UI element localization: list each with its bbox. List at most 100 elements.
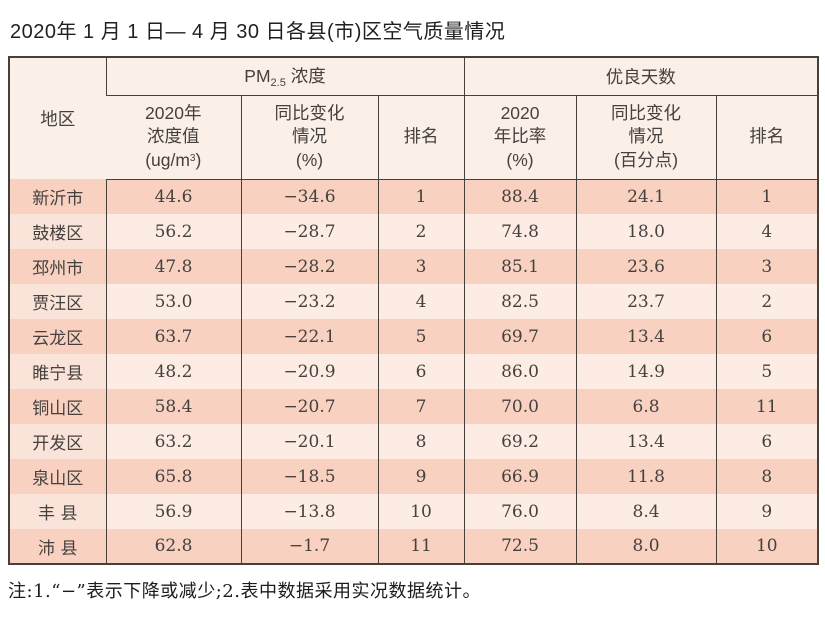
good-rank-cell: 6 [715,319,819,354]
pm-rank-cell: 11 [377,529,465,564]
good-ratio-cell: 70.0 [463,389,577,424]
good-ratio-cell: 74.8 [463,214,577,249]
region-cell: 云龙区 [9,319,106,354]
good-change-cell: 13.4 [575,319,717,354]
pm-rank-cell: 2 [377,214,465,249]
pm-value-cell: 65.8 [105,459,241,494]
table-header: 地区 PM2.5 浓度 优良天数 2020年 浓度值 (ug/m3) 同比变化 … [9,57,819,180]
table-row: 鼓楼区 56.2 −28.7 2 74.8 18.0 4 [9,214,819,249]
pm-change-cell: −34.6 [240,179,378,214]
good-rank-cell: 2 [715,284,819,319]
good-ratio-cell: 82.5 [463,284,577,319]
good-change-cell: 24.1 [575,179,717,214]
good-rank-cell: 1 [715,179,819,214]
good-rank-cell: 3 [715,249,819,284]
good-ratio-cell: 86.0 [463,354,577,389]
pm-value-cell: 47.8 [105,249,241,284]
pm-rank-cell: 1 [377,179,465,214]
pm-rank-cell: 9 [377,459,465,494]
good-ratio-cell: 69.2 [463,424,577,459]
good-ratio-cell: 72.5 [463,529,577,564]
good-change-header-line1: 同比变化 [611,103,682,124]
region-cell: 新沂市 [9,179,106,214]
pm-change-header: 同比变化 情况 (%) [240,95,378,180]
good-rank-cell: 4 [715,214,819,249]
good-rank-cell: 10 [715,529,819,564]
pm25-label-post: 浓度 [285,66,326,87]
pm-rank-cell: 8 [377,424,465,459]
pm-change-cell: −28.2 [240,249,378,284]
good-rank-cell: 9 [715,494,819,529]
good-change-cell: 23.6 [575,249,717,284]
pm25-group-header: PM2.5 浓度 [105,57,465,96]
pm-rank-cell: 10 [377,494,465,529]
pm-change-header-line1: 同比变化 [274,103,345,124]
pm-change-header-line3: (%) [295,149,324,170]
pm-rank-header: 排名 [377,95,465,180]
good-change-cell: 8.4 [575,494,717,529]
pm-change-cell: −28.7 [240,214,378,249]
pm-value-unit-sup: 3 [189,152,196,164]
pm-change-cell: −13.8 [240,494,378,529]
good-rank-cell: 8 [715,459,819,494]
region-cell: 泉山区 [9,459,106,494]
region-cell: 丰 县 [9,494,106,529]
pm-value-cell: 58.4 [105,389,241,424]
pm-change-cell: −23.2 [240,284,378,319]
pm-value-header-line1: 2020年 [145,103,202,124]
good-ratio-header-line2: 年比率 [493,126,547,147]
good-days-group-header: 优良天数 [463,57,819,96]
pm-value-unit-post: ) [195,149,202,170]
pm-value-unit-pre: (ug/m [145,149,190,170]
table-row: 沛 县 62.8 −1.7 11 72.5 8.0 10 [9,529,819,564]
pm-value-cell: 63.2 [105,424,241,459]
pm-change-cell: −18.5 [240,459,378,494]
pm-rank-cell: 7 [377,389,465,424]
good-rank-cell: 11 [715,389,819,424]
region-cell: 贾汪区 [9,284,106,319]
pm-value-cell: 53.0 [105,284,241,319]
good-ratio-cell: 69.7 [463,319,577,354]
region-cell: 沛 县 [9,529,106,564]
pm-change-cell: −22.1 [240,319,378,354]
pm-value-cell: 44.6 [105,179,241,214]
region-cell: 开发区 [9,424,106,459]
good-ratio-header-line1: 2020 [500,103,540,124]
pm25-label-pre: PM [244,66,271,87]
table-row: 邳州市 47.8 −28.2 3 85.1 23.6 3 [9,249,819,284]
good-change-cell: 14.9 [575,354,717,389]
table-body: 新沂市 44.6 −34.6 1 88.4 24.1 1 鼓楼区 56.2 −2… [9,179,819,564]
good-change-header: 同比变化 情况 (百分点) [575,95,717,180]
good-ratio-header-line3: (%) [506,149,534,170]
good-ratio-header: 2020 年比率 (%) [463,95,577,180]
pm-change-header-line2: 情况 [292,126,327,147]
pm-value-cell: 56.9 [105,494,241,529]
pm-value-cell: 48.2 [105,354,241,389]
pm-change-cell: −20.9 [240,354,378,389]
good-change-cell: 13.4 [575,424,717,459]
good-rank-header: 排名 [715,95,819,180]
good-ratio-cell: 85.1 [463,249,577,284]
region-cell: 睢宁县 [9,354,106,389]
pm-value-cell: 56.2 [105,214,241,249]
sub-header-row: 2020年 浓度值 (ug/m3) 同比变化 情况 (%) 排名 2020 年比… [9,95,819,180]
group-header-row: 地区 PM2.5 浓度 优良天数 [9,57,819,179]
pm-change-cell: −20.7 [240,389,378,424]
good-ratio-cell: 66.9 [463,459,577,494]
good-change-cell: 11.8 [575,459,717,494]
table-row: 睢宁县 48.2 −20.9 6 86.0 14.9 5 [9,354,819,389]
good-ratio-cell: 88.4 [463,179,577,214]
table-row: 泉山区 65.8 −18.5 9 66.9 11.8 8 [9,459,819,494]
region-column-header: 地区 [9,57,106,179]
table-row: 贾汪区 53.0 −23.2 4 82.5 23.7 2 [9,284,819,319]
good-change-cell: 6.8 [575,389,717,424]
table-row: 云龙区 63.7 −22.1 5 69.7 13.4 6 [9,319,819,354]
pm-rank-cell: 4 [377,284,465,319]
good-change-header-line3: (百分点) [613,149,679,170]
pm-rank-cell: 6 [377,354,465,389]
good-rank-cell: 6 [715,424,819,459]
table-row: 铜山区 58.4 −20.7 7 70.0 6.8 11 [9,389,819,424]
table-row: 新沂市 44.6 −34.6 1 88.4 24.1 1 [9,179,819,214]
pm-rank-cell: 5 [377,319,465,354]
